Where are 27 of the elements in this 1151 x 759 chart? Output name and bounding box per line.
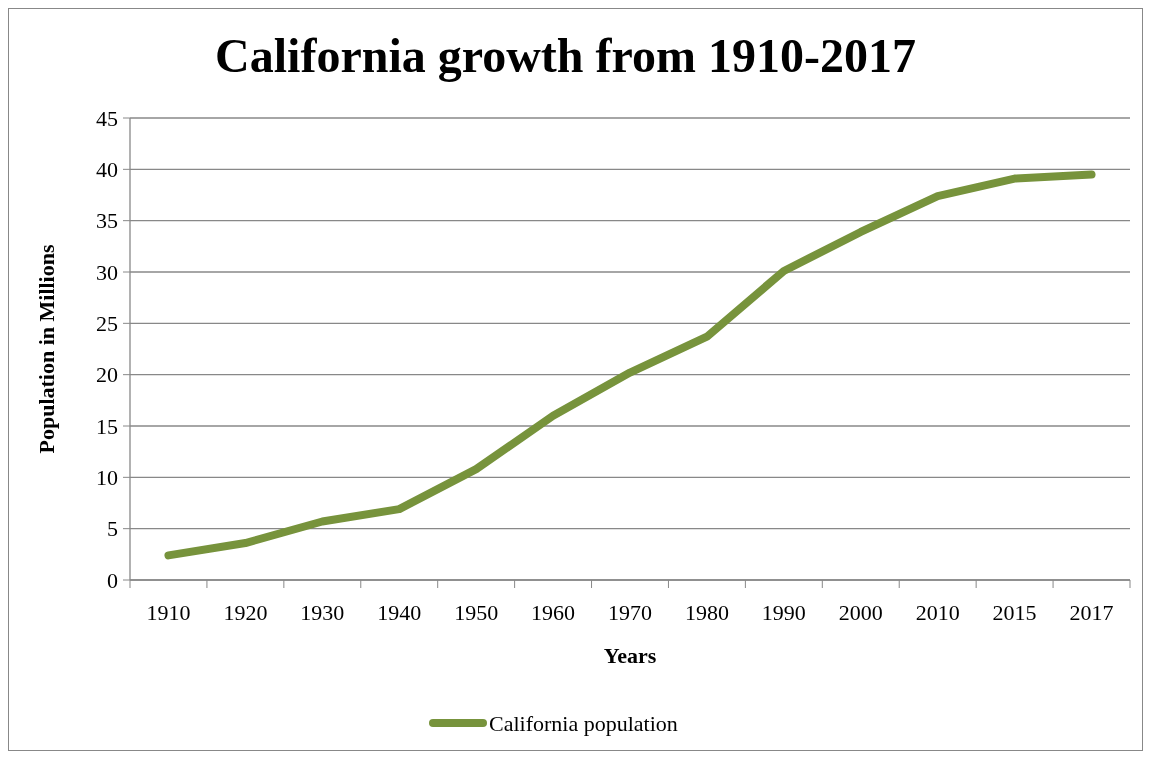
x-tick-label: 2015	[992, 600, 1037, 625]
x-tick-label: 2010	[915, 600, 960, 625]
x-tick-label: 2017	[1069, 600, 1114, 625]
y-axis-title: Population in Millions	[34, 244, 59, 454]
x-tick-label: 1970	[608, 600, 652, 625]
x-tick-label: 1990	[761, 600, 806, 625]
y-tick-label: 5	[107, 516, 118, 542]
x-tick-label: 1940	[377, 600, 422, 625]
y-tick-label: 15	[96, 413, 118, 439]
x-tick-label: 1950	[454, 600, 499, 625]
legend-label: California population	[489, 710, 678, 736]
x-tick-label: 1930	[300, 600, 345, 625]
y-tick-label: 45	[96, 105, 118, 131]
y-tick-label: 0	[107, 567, 118, 593]
x-tick-label: 2000	[838, 600, 883, 625]
x-tick-label: 1920	[223, 600, 268, 625]
y-tick-label: 30	[96, 259, 118, 285]
chart-title: California growth from 1910-2017	[215, 29, 916, 82]
x-tick-label: 1980	[684, 600, 729, 625]
x-axis-title: Years	[603, 643, 657, 668]
x-tick-label: 1960	[531, 600, 576, 625]
y-tick-label: 10	[96, 465, 118, 491]
y-tick-label: 35	[96, 208, 118, 234]
y-tick-label: 20	[96, 362, 118, 388]
y-tick-label: 25	[96, 311, 118, 337]
x-tick-label: 1910	[146, 600, 191, 625]
y-tick-label: 40	[96, 157, 118, 183]
